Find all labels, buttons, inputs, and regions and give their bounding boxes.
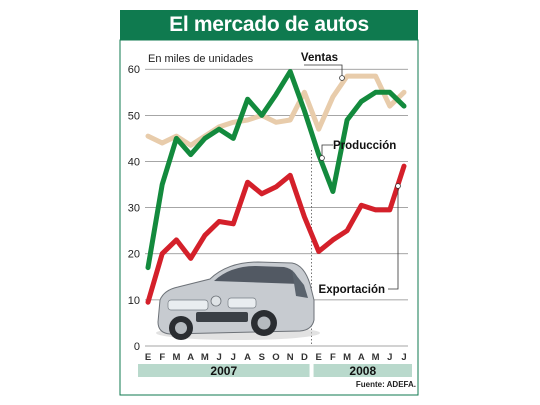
car-hubcap [175, 322, 187, 334]
x-tick-label: E [315, 352, 321, 363]
x-tick-label: J [387, 352, 392, 363]
y-tick-label: 10 [128, 295, 140, 307]
y-tick-label: 0 [134, 341, 140, 353]
leader-line-produccion [321, 144, 333, 156]
car-grille [196, 312, 248, 322]
car-windshield [214, 266, 300, 284]
year-band [138, 364, 310, 377]
year-band [313, 364, 412, 377]
car-hubcap [257, 316, 271, 330]
year-label: 2007 [210, 364, 237, 378]
x-tick-label: M [343, 352, 351, 363]
series-lines [145, 69, 407, 305]
leader-line-ventas [304, 64, 343, 77]
x-axis-years: 2007 2008 [138, 364, 412, 378]
chart-title: El mercado de autos [120, 10, 418, 40]
x-tick-label: J [401, 352, 406, 363]
x-tick-label: N [287, 352, 294, 363]
series-line-exportacion [145, 163, 407, 305]
x-tick-label: M [201, 352, 209, 363]
y-tick-label: 60 [128, 64, 140, 76]
car-side-window [292, 270, 308, 298]
y-tick-label: 40 [128, 156, 140, 168]
x-tick-label: F [159, 352, 165, 363]
x-tick-label: J [231, 352, 236, 363]
series-label-produccion: Producción [333, 140, 396, 152]
series-labels: Ventas Producción Exportación [301, 52, 401, 296]
series-line-ventas [145, 73, 407, 148]
x-tick-label: M [372, 352, 380, 363]
leader-dot-produccion [319, 155, 325, 161]
leader-line-exportacion [388, 188, 399, 290]
series-label-exportacion: Exportación [319, 284, 385, 296]
car-headlight [167, 299, 209, 311]
x-tick-label: O [272, 352, 279, 363]
source-note: Fuente: ADEFA. [356, 380, 416, 389]
year-label: 2008 [349, 364, 376, 378]
x-tick-label: F [330, 352, 336, 363]
y-axis-unit-label: En miles de unidades [148, 53, 254, 65]
series-label-ventas: Ventas [301, 52, 338, 64]
y-tick-label: 30 [128, 203, 140, 215]
y-tick-label: 50 [128, 110, 140, 122]
leader-dot-exportacion [395, 183, 401, 189]
car-headlight [227, 297, 257, 309]
x-tick-label: E [145, 352, 151, 363]
car-icon [156, 261, 320, 340]
y-axis-ticks: 0 10 20 30 40 50 60 [128, 64, 140, 353]
x-tick-label: A [358, 352, 365, 363]
x-tick-label: S [259, 352, 265, 363]
car-illustration [156, 261, 320, 340]
leader-dot-ventas [339, 75, 345, 81]
x-tick-label: J [216, 352, 221, 363]
x-tick-label: A [187, 352, 194, 363]
x-tick-label: M [172, 352, 180, 363]
y-tick-label: 20 [128, 249, 140, 261]
series-line-produccion [145, 69, 407, 271]
x-tick-label: D [301, 352, 308, 363]
x-tick-label: A [244, 352, 251, 363]
car-badge [210, 295, 222, 307]
